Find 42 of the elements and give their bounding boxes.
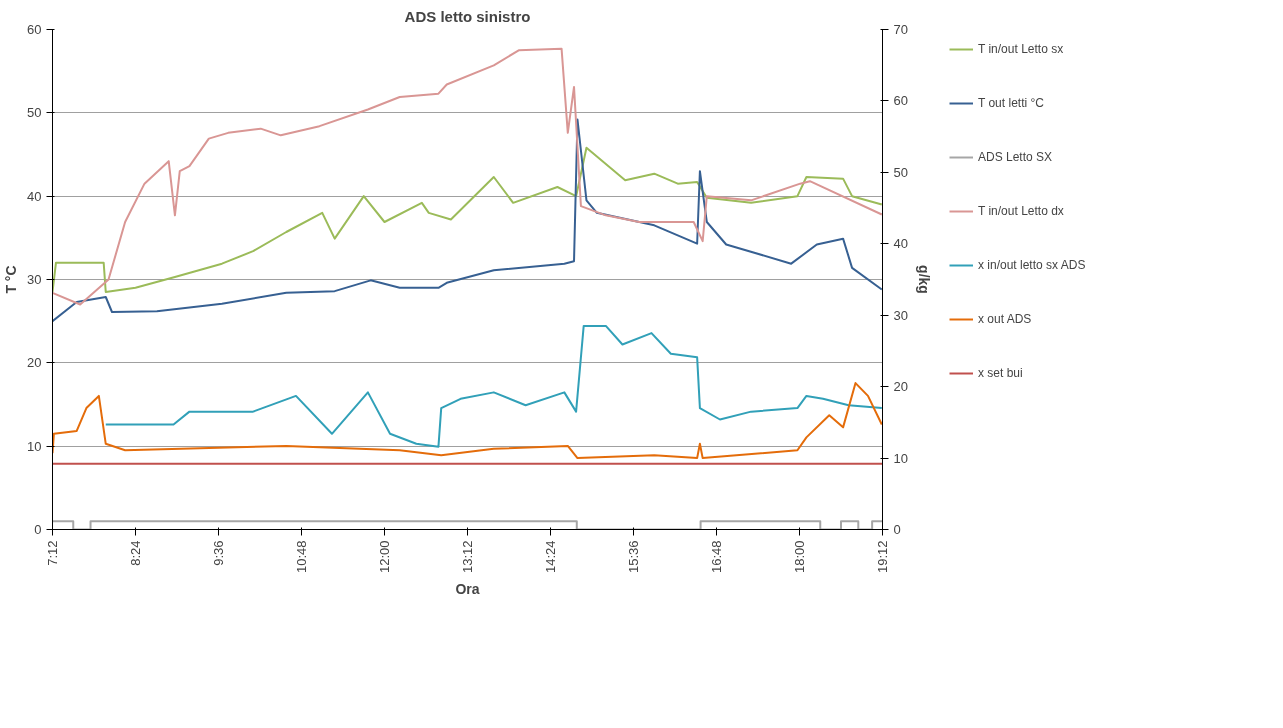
y2-tick-label: 50 [893, 164, 908, 180]
x-tick-label: 14:24 [543, 540, 558, 574]
x-tick-label: 8:24 [128, 540, 143, 566]
legend-label: x in/out letto sx ADS [978, 258, 1086, 272]
line-series [52, 382, 883, 460]
y-tick-label: 20 [27, 355, 42, 371]
y2-tick-label: 60 [893, 93, 908, 109]
x-tick-label: 13:12 [460, 540, 475, 574]
y-tick-label: 40 [27, 188, 42, 204]
y-tick-label: 10 [27, 438, 42, 454]
x-tick-label: 7:12 [45, 540, 60, 566]
line-series [104, 324, 883, 448]
x-axis-title: Ora [455, 581, 480, 598]
x-tick-label: 12:00 [377, 540, 392, 574]
x-tick-label: 19:12 [875, 540, 890, 574]
line-series [52, 47, 883, 306]
line-series [52, 118, 883, 323]
x-tick-label: 10:48 [294, 540, 309, 574]
legend-label: T in/out Letto dx [978, 204, 1064, 218]
y2-axis-title: g/kg [915, 265, 932, 294]
y-tick-label: 0 [34, 522, 42, 537]
x-tick-label: 16:48 [709, 540, 724, 574]
legend-label: T out letti °C [978, 96, 1044, 110]
y2-tick-label: 70 [893, 22, 908, 37]
legend-label: x set bui [978, 366, 1023, 380]
y-axis-title: T °C [3, 265, 20, 294]
y-tick-label: 60 [27, 22, 42, 37]
y-tick-label: 30 [27, 272, 42, 287]
chart-title: ADS letto sinistro [404, 7, 531, 25]
legend-label: ADS Letto SX [978, 150, 1053, 164]
y2-tick-label: 0 [893, 522, 901, 537]
x-tick-label: 9:36 [211, 540, 226, 566]
y2-tick-label: 20 [893, 379, 908, 395]
y-tick-label: 50 [27, 105, 42, 121]
y2-tick-label: 40 [893, 236, 908, 252]
y2-tick-label: 10 [893, 450, 908, 466]
line-series [52, 146, 883, 293]
legend-label: T in/out Letto sx [978, 42, 1064, 56]
x-tick-label: 15:36 [626, 540, 641, 574]
x-tick-label: 18:00 [792, 540, 807, 574]
y2-tick-label: 30 [893, 307, 908, 323]
legend-label: x out ADS [978, 312, 1032, 326]
